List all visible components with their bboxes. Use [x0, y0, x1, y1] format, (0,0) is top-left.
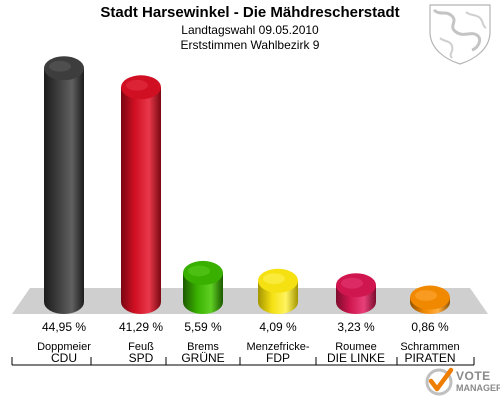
chart-subtitle-district: Erststimmen Wahlbezirk 9 — [180, 38, 320, 52]
vote-manager-logo-icon — [425, 367, 454, 396]
party-label: CDU — [51, 351, 77, 365]
logo-text-vote: VOTE — [456, 369, 491, 383]
value-label: 5,59 % — [184, 320, 222, 334]
candidate-label: Brems — [187, 341, 219, 353]
candidate-label: Feuß — [128, 341, 154, 353]
party-label: DIE LINKE — [327, 351, 385, 365]
candidate-label: Schrammen — [400, 341, 459, 353]
chart-subtitle: Landtagswahl 09.05.2010 — [181, 23, 319, 37]
value-label: 4,09 % — [259, 320, 297, 334]
bar-highlight-0 — [49, 60, 71, 72]
bar-cdu — [44, 68, 84, 314]
party-separators — [11, 357, 475, 366]
party-label: GRÜNE — [181, 351, 224, 365]
party-label: PIRATEN — [404, 351, 455, 365]
bar-highlight-3 — [263, 273, 285, 285]
candidate-label: Doppmeier — [37, 341, 91, 353]
party-label: SPD — [129, 351, 154, 365]
value-label: 44,95 % — [42, 320, 86, 334]
value-label: 0,86 % — [411, 320, 449, 334]
bar-highlight-1 — [126, 79, 148, 91]
chart-title: Stadt Harsewinkel - Die Mähdrescherstadt — [100, 4, 400, 21]
logo-text-manager: MANAGER — [456, 383, 500, 393]
bar-highlight-5 — [415, 290, 437, 301]
candidate-label: Menzefricke- — [247, 341, 310, 353]
bar-highlight-2 — [188, 265, 210, 277]
value-label: 41,29 % — [119, 320, 163, 334]
value-label: 3,23 % — [337, 320, 375, 334]
party-label: FDP — [266, 351, 290, 365]
coat-of-arms-icon — [429, 4, 491, 65]
candidate-label: Roumee — [335, 341, 377, 353]
bar-spd — [121, 87, 161, 315]
bar-highlight-4 — [341, 277, 363, 289]
